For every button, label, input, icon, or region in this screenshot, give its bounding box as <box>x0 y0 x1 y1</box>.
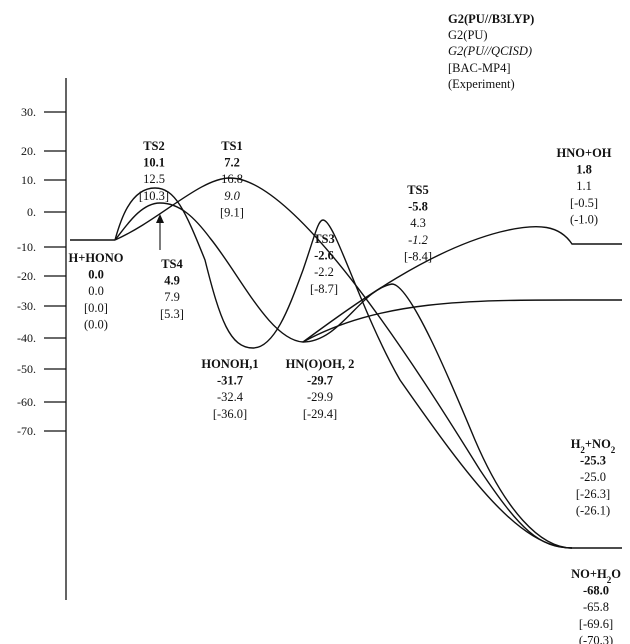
species-value: 7.9 <box>164 290 180 304</box>
species-name: H2+NO2 <box>571 437 616 455</box>
species-name: HN(O)OH, 2 <box>286 357 355 371</box>
y-tick-label: -60. <box>17 395 36 409</box>
species-value: (-70.3) <box>579 633 613 644</box>
species-value: 1.1 <box>576 179 592 193</box>
y-tick-label: -70. <box>17 424 36 438</box>
species-value: (-26.1) <box>576 503 610 517</box>
species-value: [-8.7] <box>310 282 338 296</box>
y-tick-label: 0. <box>27 205 36 219</box>
species-h2no2: H2+NO2-25.3 -25.0 [-26.3] (-26.1) <box>571 437 616 517</box>
species-value: 10.1 <box>143 156 165 170</box>
y-tick-label: -40. <box>17 331 36 345</box>
species-value: [10.3] <box>139 189 169 203</box>
path-ts1 <box>115 178 622 548</box>
y-tick-label: 20. <box>21 144 36 158</box>
y-tick-label: 10. <box>21 173 36 187</box>
species-value: 7.2 <box>224 156 240 170</box>
species-value: -25.0 <box>580 470 606 484</box>
species-value: 1.8 <box>576 163 592 177</box>
y-tick-label: -30. <box>17 299 36 313</box>
legend-line: (Experiment) <box>448 77 515 91</box>
species-value: 4.3 <box>410 216 426 230</box>
species-noh2o: NO+H2O-68.0 -65.8 [-69.6] (-70.3) <box>571 567 621 644</box>
species-value: -65.8 <box>583 600 609 614</box>
species-value: -68.0 <box>583 584 609 598</box>
path-hnooh-h2no2 <box>303 227 622 342</box>
species-value: [5.3] <box>160 307 184 321</box>
species-name: TS2 <box>143 139 165 153</box>
species-name: TS5 <box>407 183 429 197</box>
legend-line: G2(PU//QCISD) <box>448 44 532 58</box>
species-name: HNO+OH <box>556 146 611 160</box>
species-name: TS3 <box>313 232 335 246</box>
species-honoh: HONOH,1 -31.7 -32.4 [-36.0] <box>201 357 258 421</box>
species-value: 16.8 <box>221 172 243 186</box>
species-value: 9.0 <box>224 189 240 203</box>
species-name: NO+H2O <box>571 567 621 585</box>
species-value: -25.3 <box>580 454 606 468</box>
species-value: 12.5 <box>143 172 165 186</box>
species-ts4: TS4 4.9 7.9 [5.3] <box>160 257 184 321</box>
species-hnooh: HN(O)OH, 2 -29.7 -29.9 [-29.4] <box>286 357 355 421</box>
species-hnooh_prod: HNO+OH 1.8 1.1 [-0.5] (-1.0) <box>556 146 611 226</box>
species-name: TS4 <box>161 257 183 271</box>
species-value: [-36.0] <box>213 407 247 421</box>
species-ts1: TS1 7.2 16.8 9.0 [9.1] <box>220 139 244 219</box>
species-value: [-69.6] <box>579 617 613 631</box>
legend-line: G2(PU//B3LYP) <box>448 12 534 26</box>
species-value: -1.2 <box>408 233 428 247</box>
species-value: [0.0] <box>84 301 108 315</box>
species-name: H+HONO <box>68 251 123 265</box>
species-value: [9.1] <box>220 205 244 219</box>
species-labels: H+HONO0.00.0[0.0](0.0)TS210.112.5[10.3]T… <box>68 139 621 644</box>
legend: G2(PU//B3LYP) G2(PU) G2(PU//QCISD) [BAC-MP4… <box>448 12 534 91</box>
y-tick-label: -20. <box>17 269 36 283</box>
y-tick-label: 30. <box>21 105 36 119</box>
species-ts2: TS2 10.1 12.5 [10.3] <box>139 139 169 203</box>
ts4-arrow <box>156 214 164 250</box>
path-to-h2no2 <box>303 300 622 342</box>
species-reactant: H+HONO 0.0 0.0 [0.0] (0.0) <box>68 251 123 331</box>
species-value: 4.9 <box>164 274 180 288</box>
species-value: -32.4 <box>217 390 244 404</box>
species-value: -2.2 <box>314 265 334 279</box>
species-value: -29.9 <box>307 390 333 404</box>
species-name: HONOH,1 <box>201 357 258 371</box>
species-value: -29.7 <box>307 374 333 388</box>
y-axis-ticks: 30. 20. 10. 0. -10. -20. -30. -40. -50. -60. -70. <box>17 105 66 438</box>
y-tick-label: -10. <box>17 240 36 254</box>
species-value: (0.0) <box>84 317 108 331</box>
y-tick-label: -50. <box>17 362 36 376</box>
species-value: 0.0 <box>88 268 104 282</box>
species-value: [-29.4] <box>303 407 337 421</box>
species-value: [-8.4] <box>404 249 432 263</box>
species-value: [-26.3] <box>576 487 610 501</box>
species-value: [-0.5] <box>570 196 598 210</box>
legend-line: [BAC-MP4] <box>448 61 511 75</box>
species-value: 0.0 <box>88 284 104 298</box>
species-value: -2.6 <box>314 249 334 263</box>
species-name: TS1 <box>221 139 243 153</box>
species-ts5: TS5 -5.8 4.3 -1.2 [-8.4] <box>404 183 432 263</box>
species-ts3: TS3 -2.6 -2.2 [-8.7] <box>310 232 338 296</box>
species-value: (-1.0) <box>570 212 598 226</box>
legend-line: G2(PU) <box>448 28 488 42</box>
species-value: -31.7 <box>217 374 243 388</box>
species-value: -5.8 <box>408 200 428 214</box>
